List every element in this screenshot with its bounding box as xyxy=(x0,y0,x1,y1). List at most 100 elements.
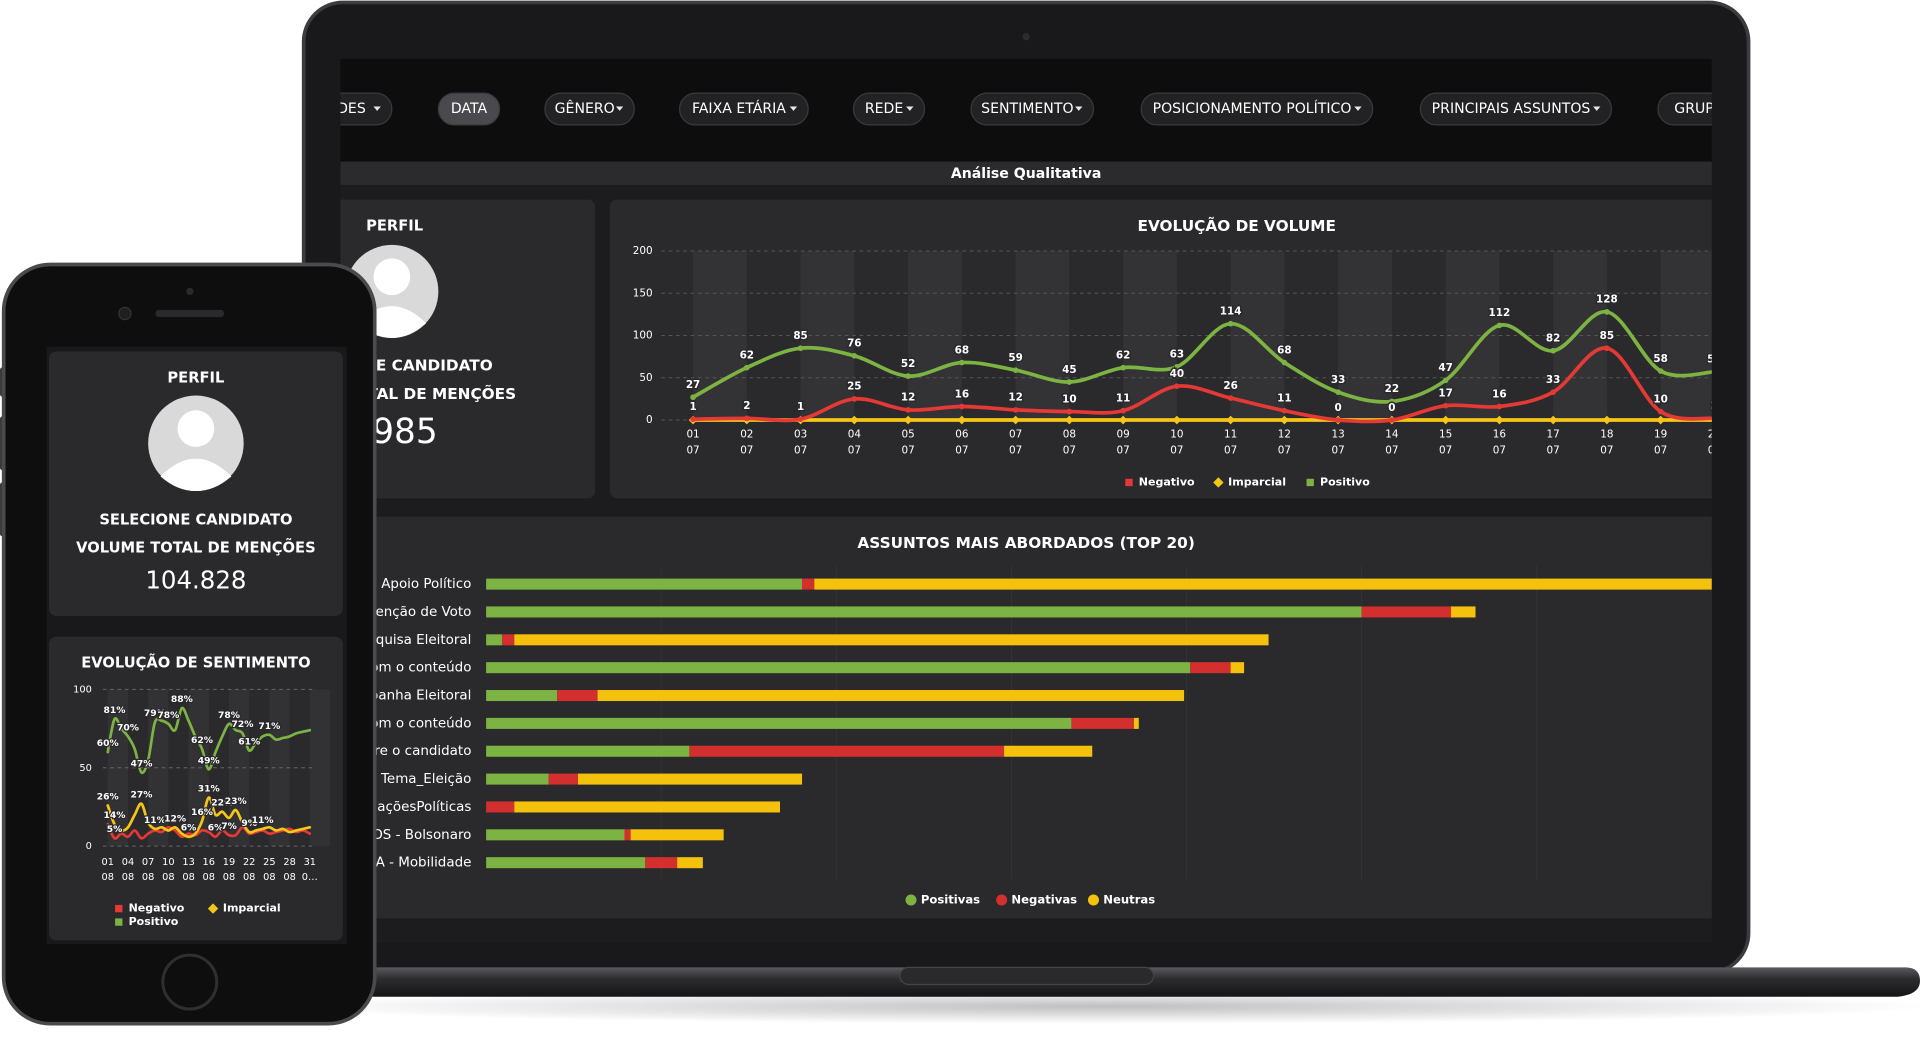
data-label: 11 xyxy=(1116,392,1130,404)
menu-item[interactable]: SENTIMENTO xyxy=(970,92,1095,126)
x-tick-label: 19 xyxy=(223,857,235,868)
y-tick-label: 100 xyxy=(73,684,92,695)
data-label: 58 xyxy=(1653,353,1667,365)
x-tick-label: 07 xyxy=(1493,445,1506,457)
x-tick-label: 04 xyxy=(848,429,862,441)
x-tick-label: 15 xyxy=(1439,429,1452,441)
sentiment-chart: EVOLUÇÃO DE SENTIMENTO 0 50 100 01 08 04 08 07 08… xyxy=(73,655,330,928)
marker xyxy=(849,415,859,425)
x-tick-label: 18 xyxy=(1600,429,1613,441)
data-label: 31% xyxy=(198,783,220,794)
avatar-body xyxy=(160,458,232,492)
marker xyxy=(1335,417,1341,423)
x-tick-label: 04 xyxy=(122,857,134,868)
bar-segment xyxy=(514,634,1269,646)
data-label: 112 xyxy=(1489,307,1511,319)
y-tick-label: 0 xyxy=(646,414,653,426)
y-tick-label: 50 xyxy=(79,763,91,774)
data-label: 59 xyxy=(1008,352,1022,364)
bar-segment xyxy=(645,857,678,869)
x-tick-label: 0… xyxy=(302,872,318,883)
data-label: 5% xyxy=(107,824,123,835)
legend-label: Imparcial xyxy=(1228,475,1286,488)
line xyxy=(106,706,312,775)
marker xyxy=(1011,415,1020,425)
menu-item[interactable]: DATA xyxy=(437,92,501,126)
x-tick-label: 07 xyxy=(1063,445,1076,457)
profile-line: VOLUME TOTAL DE MENÇÕES xyxy=(76,539,316,557)
data-label: 49% xyxy=(198,755,220,766)
x-tick-label: 07 xyxy=(1385,445,1398,457)
legend-label: Negativo xyxy=(1139,475,1195,488)
line xyxy=(106,796,312,839)
profile-line: TAL DE MENÇÕES xyxy=(367,384,516,403)
chart-title: ASSUNTOS MAIS ABORDADOS (TOP 20) xyxy=(857,534,1194,552)
menu-item[interactable]: POSICIONAMENTO POLÍTICO xyxy=(1140,92,1374,126)
bar-segment xyxy=(557,690,598,702)
profile-total: 104.828 xyxy=(145,566,246,595)
x-tick-label: 07 xyxy=(740,445,753,457)
x-tick-label: 10 xyxy=(162,857,174,868)
data-label: 76 xyxy=(847,338,861,350)
marker xyxy=(903,415,913,425)
marker xyxy=(1550,347,1556,354)
x-tick-label: 01 xyxy=(686,429,699,441)
legend-marker xyxy=(996,894,1008,906)
marker xyxy=(959,403,965,410)
data-label: 33 xyxy=(1331,374,1345,386)
bar-segment xyxy=(486,773,549,785)
legend-marker xyxy=(1306,478,1314,487)
menu-pill xyxy=(1419,92,1613,126)
data-label: 9% xyxy=(241,818,257,829)
menu-label: GRUPO xyxy=(1674,101,1725,117)
menu-item[interactable]: DES xyxy=(321,92,393,126)
bar-segment xyxy=(630,829,724,841)
bar-segment xyxy=(514,801,780,813)
legend-label: Imparcial xyxy=(223,902,281,915)
menu-label: DES xyxy=(337,101,366,117)
data-label: 128 xyxy=(1596,294,1618,306)
menu-item[interactable]: REDE xyxy=(852,92,926,126)
bar-segment xyxy=(486,829,625,841)
data-label: 52 xyxy=(901,358,915,370)
profile-line: SELECIONE CANDIDATO xyxy=(99,511,292,528)
data-label: 6% xyxy=(181,823,197,834)
bar-segment xyxy=(1230,662,1245,674)
x-tick-label: 08 xyxy=(142,872,154,883)
volume-chart: EVOLUÇÃO DE VOLUME0107020703070407050706… xyxy=(633,216,1712,488)
marker xyxy=(1174,363,1180,370)
data-label: 12% xyxy=(164,813,186,824)
data-label: 40 xyxy=(1170,368,1184,380)
plot-area: - Apoio Político tenção de Voto squisa Ele… xyxy=(369,565,1712,880)
marker xyxy=(797,416,804,422)
legend-label: Positivo xyxy=(129,915,179,928)
data-label: 11% xyxy=(252,815,274,826)
x-tick-label: 08 xyxy=(263,872,275,883)
x-tick-label: 07 xyxy=(142,857,154,868)
x-tick-label: 08 xyxy=(102,872,114,883)
x-tick-label: 13 xyxy=(182,857,194,868)
menu-item[interactable]: FAIXA ETÁRIA xyxy=(678,92,809,126)
section-title: Análise Qualitativa xyxy=(951,166,1102,182)
data-label: 22 xyxy=(1385,383,1399,395)
marker xyxy=(1711,370,1712,374)
bar-segment xyxy=(486,578,803,590)
marker xyxy=(744,364,750,371)
y-tick-label: 100 xyxy=(633,330,653,342)
data-label: 114 xyxy=(1220,305,1242,317)
menu-item[interactable]: GRUPO xyxy=(1657,92,1751,126)
phone-sensor xyxy=(186,287,194,296)
marker xyxy=(1120,364,1126,371)
x-tick-label: 08 xyxy=(223,872,235,883)
marker xyxy=(1012,367,1019,373)
menu-item[interactable]: PRINCIPAIS ASSUNTOS xyxy=(1419,92,1613,126)
laptop: DES DATA GÊNERO FAIXA ETÁRIA REDE SENTIMENTO P… xyxy=(269,0,1920,1024)
data-label: 60% xyxy=(97,738,119,749)
menu-item[interactable]: GÊNERO xyxy=(544,92,635,126)
legend-label: Positivas xyxy=(921,893,980,907)
menu-pill xyxy=(970,92,1095,126)
data-label: 22% xyxy=(211,798,233,809)
data-label: 62 xyxy=(1116,349,1130,361)
data-label: 82 xyxy=(1546,332,1560,344)
camera xyxy=(1022,33,1030,41)
